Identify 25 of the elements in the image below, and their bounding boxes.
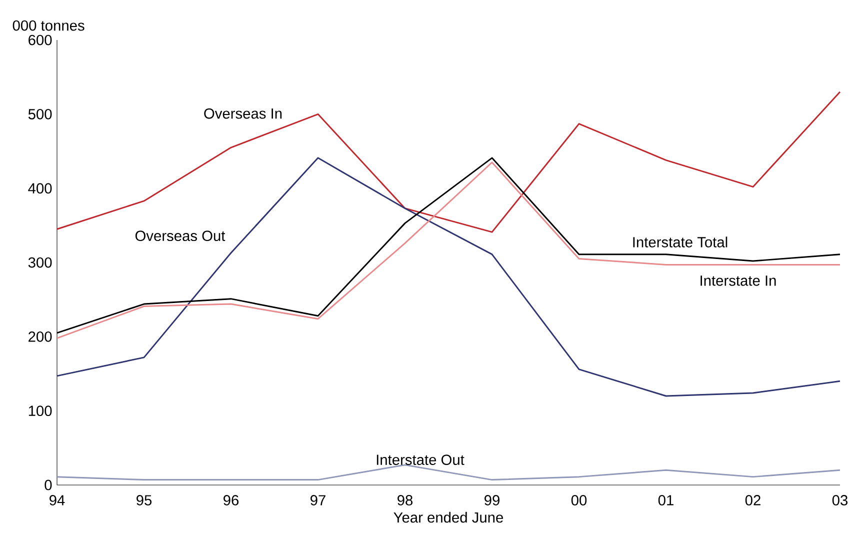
x-tick-label: 02 bbox=[745, 495, 760, 506]
y-tick-label: 300 bbox=[28, 257, 52, 268]
x-tick-label: 97 bbox=[310, 495, 326, 506]
x-tick-label: 95 bbox=[136, 495, 152, 506]
y-tick-label: 400 bbox=[28, 183, 52, 194]
x-tick-label: 98 bbox=[398, 495, 413, 506]
x-tick-label: 99 bbox=[484, 495, 500, 506]
y-tick-label: 500 bbox=[28, 108, 52, 120]
line-series bbox=[56, 157, 841, 397]
series-label: Overseas In bbox=[204, 108, 282, 119]
y-axis-title: 000 tonnes bbox=[12, 20, 84, 31]
x-tick-label: 03 bbox=[832, 495, 848, 506]
series-label: Interstate Total bbox=[633, 236, 728, 248]
y-tick-label: 200 bbox=[28, 331, 52, 342]
y-tick-label: 0 bbox=[44, 480, 52, 490]
y-tick-label: 100 bbox=[28, 406, 52, 416]
x-axis-title: Year ended June bbox=[394, 512, 504, 523]
x-tick-label: 00 bbox=[571, 495, 587, 506]
series-label: Interstate Out bbox=[376, 454, 464, 465]
series-label: Overseas Out bbox=[135, 230, 226, 242]
y-tick-label: 600 bbox=[28, 34, 52, 46]
series-label: Interstate In bbox=[700, 276, 776, 286]
x-tick-label: 96 bbox=[224, 495, 239, 506]
x-tick-label: 01 bbox=[658, 495, 674, 506]
x-tick-label: 94 bbox=[50, 495, 65, 506]
